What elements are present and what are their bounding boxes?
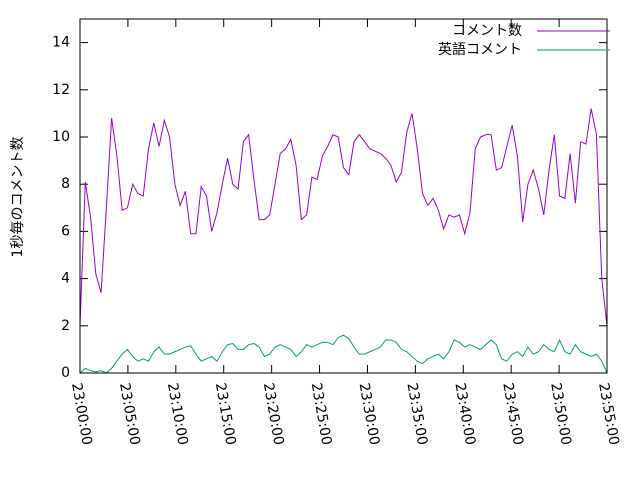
y-tick-label: 4 bbox=[61, 271, 70, 287]
y-tick-label: 12 bbox=[52, 82, 70, 98]
plot-frame bbox=[79, 18, 608, 374]
y-axis-label: 1秒毎のコメント数 bbox=[10, 137, 26, 258]
series-line bbox=[79, 334, 608, 374]
y-tick-label: 2 bbox=[61, 318, 70, 334]
y-tick-label: 14 bbox=[52, 35, 70, 51]
series-line bbox=[79, 108, 608, 326]
y-tick-label: 0 bbox=[61, 365, 70, 381]
legend-label: 英語コメント bbox=[438, 41, 522, 58]
legend-label: コメント数 bbox=[452, 23, 522, 39]
y-tick-label: 8 bbox=[61, 176, 70, 192]
y-tick-label: 10 bbox=[52, 129, 70, 145]
y-tick-label: 6 bbox=[61, 223, 70, 239]
